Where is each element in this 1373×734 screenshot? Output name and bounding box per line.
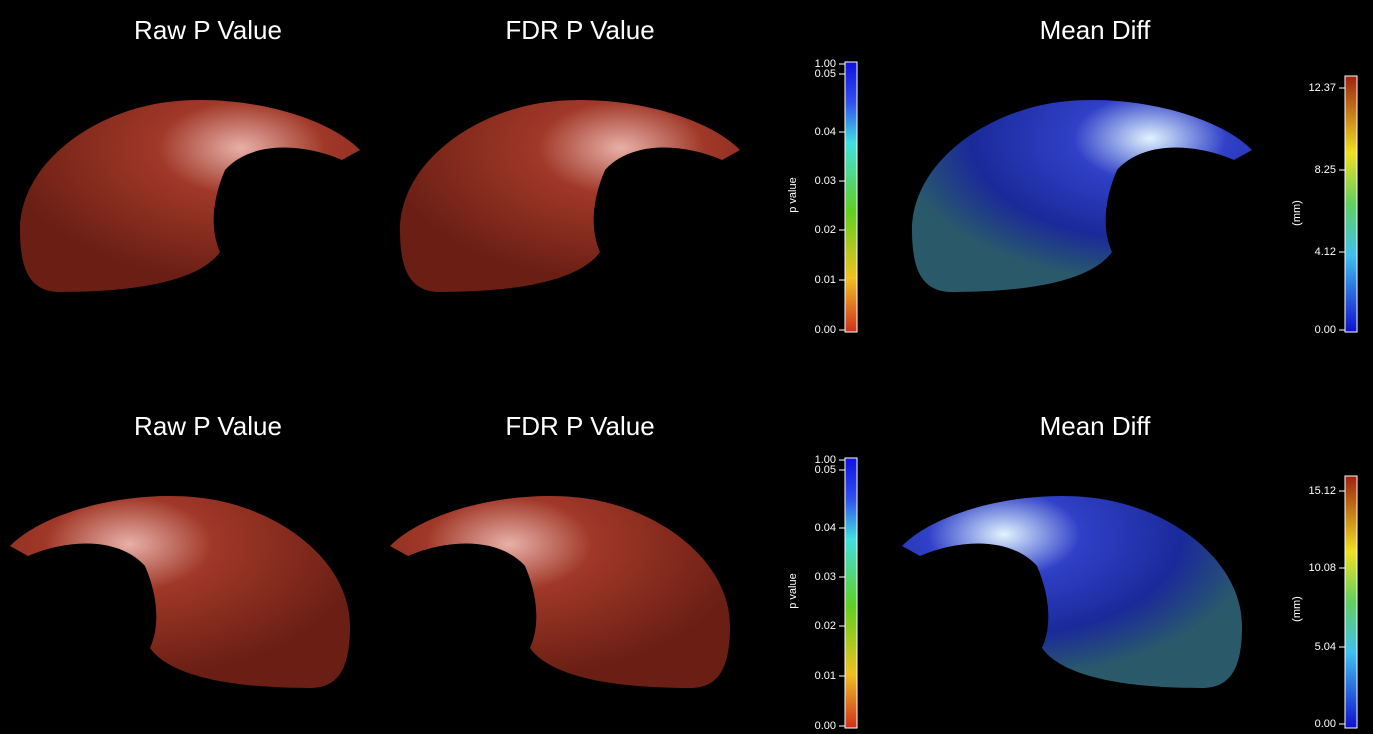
tick-label: 0.03	[815, 571, 836, 583]
panel-title: Raw P Value	[134, 15, 282, 45]
colorbar-label: (mm)	[1291, 200, 1303, 226]
surface-map	[902, 496, 1242, 688]
colorbar-label: p value	[787, 177, 799, 212]
tick-label: 8.25	[1315, 164, 1336, 176]
tick-label: 0.00	[1315, 718, 1336, 730]
tick-label: 0.00	[815, 324, 836, 336]
p-colorbar	[845, 62, 857, 332]
panel-title: Mean Diff	[1040, 15, 1152, 45]
panel-title: FDR P Value	[505, 411, 654, 441]
surface-map	[390, 496, 730, 688]
panel-title: Raw P Value	[134, 411, 282, 441]
panel-title: FDR P Value	[505, 15, 654, 45]
tick-label: 10.08	[1308, 562, 1336, 574]
tick-label: 12.37	[1308, 82, 1336, 94]
tick-label: 0.00	[815, 720, 836, 732]
tick-label: 5.04	[1315, 641, 1336, 653]
tick-label: 0.01	[815, 670, 836, 682]
tick-label: 0.04	[815, 522, 836, 534]
surface-map	[20, 100, 360, 292]
tick-label: 0.05	[815, 464, 836, 476]
tick-label: 0.05	[815, 68, 836, 80]
tick-label: 0.01	[815, 274, 836, 286]
surface-map	[400, 100, 740, 292]
tick-label: 0.00	[1315, 324, 1336, 336]
surface-map	[912, 100, 1252, 292]
tick-label: 0.03	[815, 175, 836, 187]
p-colorbar	[845, 458, 857, 728]
figure: Raw P ValueFDR P ValueMean Diff1.000.050…	[0, 0, 1373, 734]
mm-colorbar	[1345, 76, 1357, 332]
tick-label: 0.02	[815, 224, 836, 236]
tick-label: 0.04	[815, 126, 836, 138]
surface-map	[10, 496, 350, 688]
panel-title: Mean Diff	[1040, 411, 1152, 441]
colorbar-label: (mm)	[1291, 596, 1303, 622]
mm-colorbar	[1345, 476, 1357, 728]
tick-label: 0.02	[815, 620, 836, 632]
tick-label: 15.12	[1308, 485, 1336, 497]
tick-label: 4.12	[1315, 246, 1336, 258]
colorbar-label: p value	[787, 573, 799, 608]
